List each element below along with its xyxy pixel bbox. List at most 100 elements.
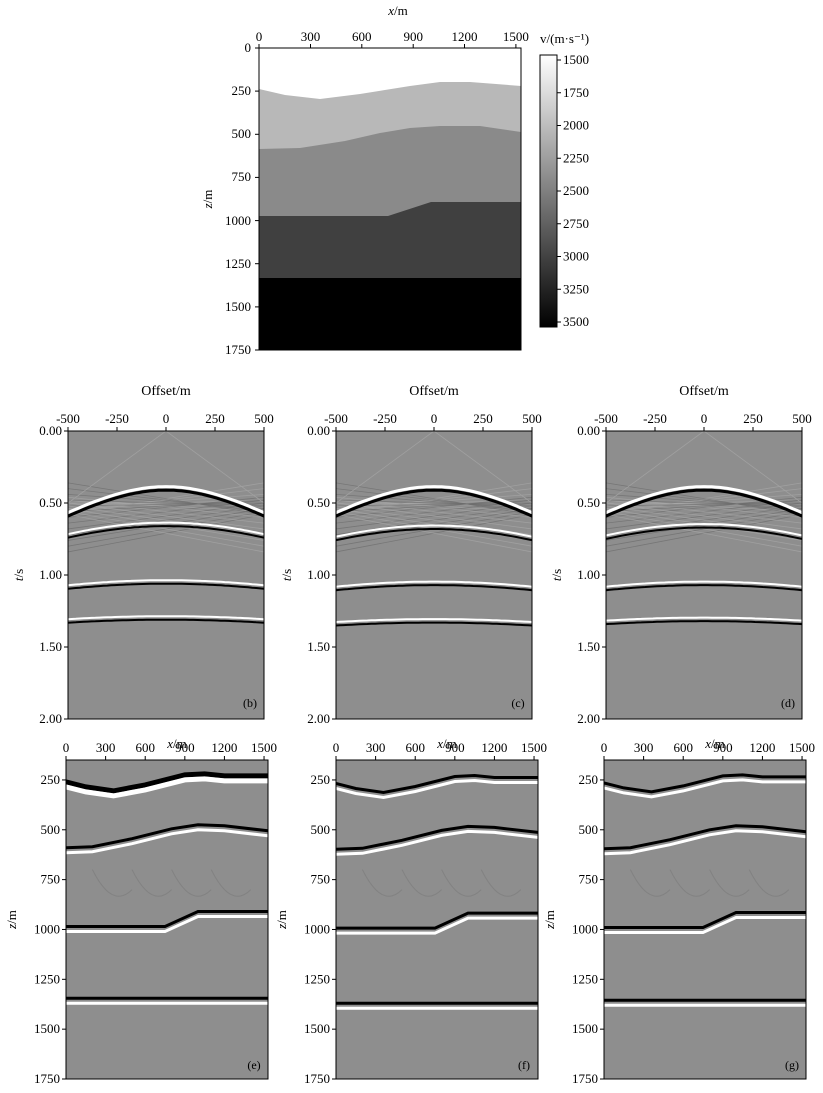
- migration-xtick-label: 300: [96, 740, 116, 755]
- migration-panel: 0 300 600 900 1200 1500 x/m 250 500 750 1000 1250 15…: [4, 736, 277, 1086]
- colorbar-label: v/(m·s⁻¹): [540, 31, 589, 46]
- gather-xlabel: Offset/m: [409, 384, 459, 399]
- gather-background: [606, 431, 802, 719]
- gather-event: [336, 584, 532, 592]
- gather-label: (c): [511, 696, 524, 710]
- migration-xtick-label: 1500: [521, 740, 547, 755]
- panel-a-ytick-label: 1000: [225, 213, 251, 228]
- migration-label: (f): [518, 1058, 530, 1072]
- gather-xtick-label: 250: [743, 411, 763, 426]
- gather-ytick-label: 0.50: [577, 495, 600, 510]
- gather-event: [68, 525, 264, 539]
- panel-a-ytick-label: 1750: [225, 342, 251, 357]
- gather-xtick-label: 0: [431, 411, 438, 426]
- migration-event: [336, 916, 538, 935]
- migration-reflectors: [336, 773, 538, 1010]
- migration-xtick-label: 300: [366, 740, 386, 755]
- migration-event: [604, 778, 806, 799]
- migration-event: [66, 771, 268, 794]
- gather-ytick-label: 2.00: [39, 711, 62, 726]
- migration-ytick-label: 500: [311, 822, 331, 837]
- gather-event: [606, 580, 802, 588]
- gather-panel: -500 -250 0 250 500 Offset/m 0.00 0.50 1.00 1.50 2…: [11, 384, 274, 726]
- panel-a-xtick-label: 1500: [503, 29, 529, 44]
- migration-event: [66, 915, 268, 933]
- gather-event: [336, 488, 532, 518]
- migration-xtick-label: 600: [135, 740, 155, 755]
- migration-ytick-label: 500: [579, 822, 599, 837]
- migration-event: [66, 823, 268, 850]
- migration-ytick-label: 1000: [304, 921, 330, 936]
- colorbar-tick-label: 2000: [563, 118, 589, 133]
- gather-event: [606, 584, 802, 592]
- gather-event: [68, 579, 264, 587]
- panel-a-xtick-label: 600: [352, 29, 372, 44]
- panel-a-xlabel: x/m: [387, 3, 408, 18]
- colorbar-tick-label: 1750: [563, 85, 589, 100]
- gather-xtick-label: 500: [792, 411, 812, 426]
- migration-panel: 0 300 600 900 1200 1500 x/m 250 500 750 1000 1250 15…: [542, 736, 815, 1086]
- gather-xtick-label: -250: [105, 411, 129, 426]
- gather-ytick-label: 1.00: [39, 567, 62, 582]
- migration-xtick-label: 1200: [481, 740, 507, 755]
- gather-panel: -500 -250 0 250 500 Offset/m 0.00 0.50 1.00 1.50 2…: [279, 384, 542, 726]
- migration-ytick-label: 250: [311, 772, 331, 787]
- migration-background: [604, 760, 806, 1079]
- gather-event: [68, 521, 264, 536]
- gather-xlabel: Offset/m: [141, 384, 191, 399]
- gather-ytick-label: 1.50: [307, 639, 330, 654]
- migration-event: [336, 778, 538, 800]
- migration-event: [604, 916, 806, 934]
- colorbar-tick-label: 2250: [563, 150, 589, 165]
- gather-event: [606, 488, 802, 518]
- migration-ylabel: z/m: [274, 910, 289, 930]
- migrated-images: 0 300 600 900 1200 1500 x/m 250 500 750 1000 1250 15…: [4, 736, 815, 1086]
- migration-xtick-label: 600: [405, 740, 425, 755]
- migration-xtick-label: 1500: [789, 740, 815, 755]
- gather-ytick-label: 2.00: [307, 711, 330, 726]
- gather-ytick-label: 1.00: [307, 567, 330, 582]
- gather-events: [606, 431, 802, 626]
- gather-xtick-label: 500: [522, 411, 542, 426]
- panel-a-ytick-label: 750: [232, 169, 252, 184]
- migration-ytick-label: 250: [41, 772, 61, 787]
- migration-xtick-label: 900: [445, 740, 465, 755]
- migration-event: [66, 776, 268, 799]
- panel-a-xtick-label: 1200: [452, 29, 478, 44]
- gather-xlabel: Offset/m: [679, 384, 729, 399]
- gather-xtick-label: 250: [473, 411, 493, 426]
- migration-ytick-label: 1500: [34, 1021, 60, 1036]
- migration-ytick-label: 750: [41, 872, 61, 887]
- migration-frame: [603, 759, 807, 1080]
- migration-ytick-label: 1750: [572, 1071, 598, 1086]
- colorbar-tick-label: 1500: [563, 52, 589, 67]
- colorbar-ticks: 1500 1750 2000 2250 2500 2750 3000 3250 3500: [557, 52, 589, 329]
- migration-frame: [65, 759, 269, 1080]
- migration-event: [336, 773, 538, 795]
- gather-event: [336, 528, 532, 542]
- migration-xtick-label: 300: [634, 740, 654, 755]
- gather-xtick-label: -500: [324, 411, 348, 426]
- migration-event: [604, 773, 806, 794]
- gather-panel: -500 -250 0 250 500 Offset/m 0.00 0.50 1.00 1.50 2…: [549, 384, 812, 726]
- gather-ytick-label: 0.00: [577, 423, 600, 438]
- migration-event: [604, 911, 806, 929]
- panel-a-ytick-label: 250: [232, 83, 252, 98]
- gather-xtick-label: -500: [594, 411, 618, 426]
- gather-event: [606, 522, 802, 537]
- migration-ytick-label: 250: [579, 772, 599, 787]
- migration-ytick-label: 1250: [572, 971, 598, 986]
- gather-xtick-label: -250: [643, 411, 667, 426]
- gather-event: [336, 618, 532, 624]
- gather-ylabel: t/s: [279, 569, 294, 581]
- colorbar-tick-label: 3250: [563, 281, 589, 296]
- panel-a-label: (a): [496, 327, 509, 341]
- migration-xlabel: x/m: [166, 736, 187, 751]
- gather-event: [68, 618, 264, 624]
- gather-event: [68, 485, 264, 515]
- gather-xtick-label: 0: [163, 411, 170, 426]
- panel-a-ytick-label: 500: [232, 126, 252, 141]
- migration-reflectors: [66, 771, 268, 1005]
- panel-a-xticks: 0 300 600 900 1200 1500: [256, 29, 529, 48]
